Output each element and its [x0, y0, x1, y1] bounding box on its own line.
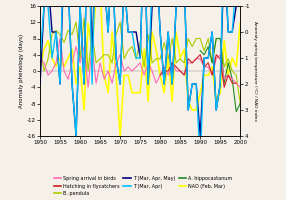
Y-axis label: Anomaly spring temperature (°C) / NAO index: Anomaly spring temperature (°C) / NAO in… — [253, 21, 257, 121]
Legend: Spring arrival in birds, Hatching in flycatchers, B. pendula, T (Mar, Apr, May),: Spring arrival in birds, Hatching in fly… — [52, 175, 234, 198]
Y-axis label: Anomaly phenology (days): Anomaly phenology (days) — [19, 34, 24, 108]
